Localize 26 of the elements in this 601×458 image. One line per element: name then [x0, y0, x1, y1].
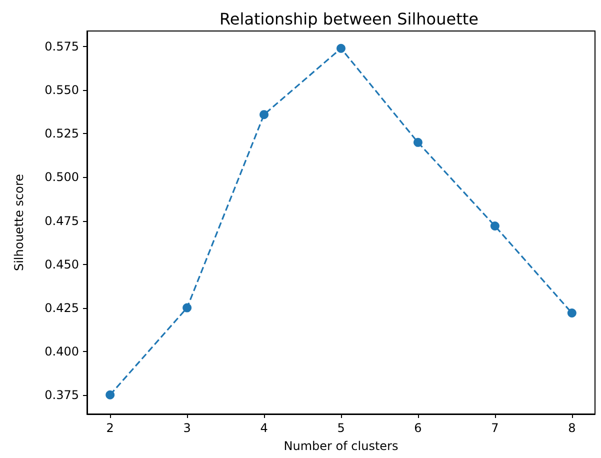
- y-tick-label: 0.450: [44, 257, 79, 272]
- y-tick-label: 0.375: [44, 388, 79, 402]
- point: [336, 44, 346, 53]
- y-tick-label: 0.550: [44, 83, 79, 98]
- y-tick-label: 0.575: [44, 40, 79, 54]
- point: [490, 221, 500, 230]
- x-tick-label: 5: [337, 421, 345, 435]
- y-tick-label: 0.475: [44, 214, 79, 228]
- y-tick-label: 0.425: [44, 300, 79, 315]
- y-tick-label: 0.500: [44, 170, 79, 184]
- y-tick-label: 0.400: [44, 344, 79, 358]
- x-tick-label: 4: [260, 421, 268, 435]
- point: [260, 110, 269, 120]
- point: [567, 308, 576, 318]
- x-tick-label: 6: [414, 421, 422, 435]
- point: [182, 303, 192, 312]
- x-tick-label: 2: [106, 421, 114, 435]
- x-tick-label: 7: [491, 421, 499, 435]
- y-tick-label: 0.525: [44, 126, 79, 141]
- x-tick-label: 3: [183, 421, 191, 435]
- point: [413, 138, 422, 147]
- point: [106, 390, 115, 400]
- y-axis-title: Silhouette score: [12, 174, 26, 272]
- x-axis-title: Number of clusters: [284, 439, 398, 453]
- chart-title: Relationship between Silhouette: [220, 10, 478, 28]
- x-tick-label: 8: [568, 421, 576, 435]
